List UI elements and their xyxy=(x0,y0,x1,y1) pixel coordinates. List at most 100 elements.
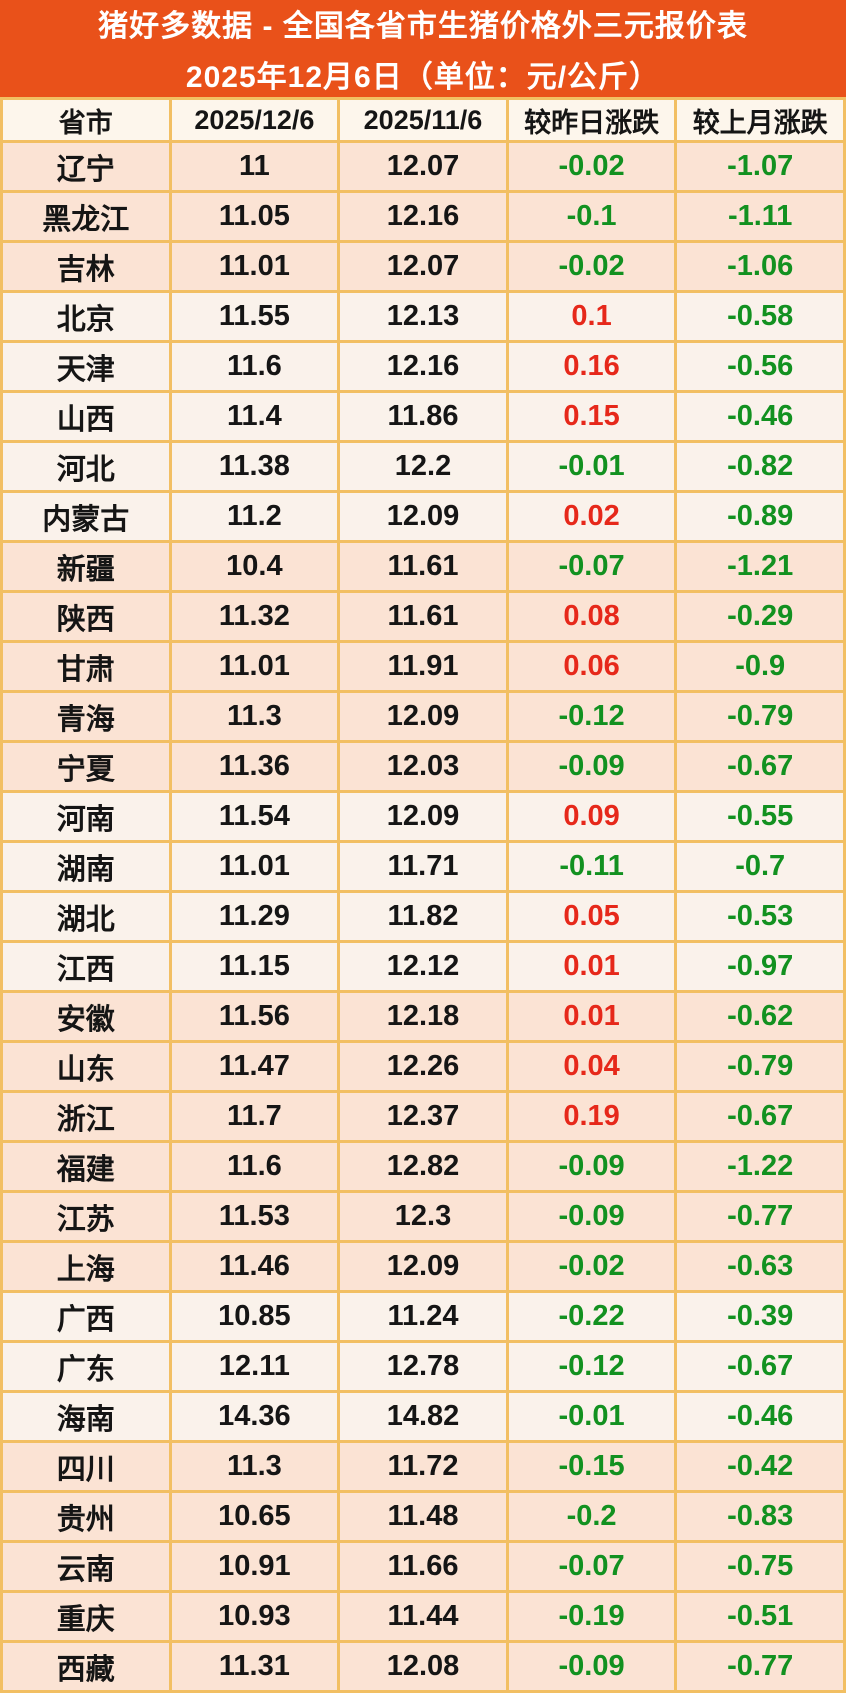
day-change-cell: 0.19 xyxy=(505,1090,678,1143)
table-row: 河南 11.54 12.09 0.09 -0.55 xyxy=(0,790,846,843)
price-dec6-cell: 11.56 xyxy=(168,990,341,1043)
table-row: 青海 11.3 12.09 -0.12 -0.79 xyxy=(0,690,846,743)
month-change-cell: -0.46 xyxy=(674,390,846,443)
day-change-cell: -0.09 xyxy=(505,1640,678,1693)
report-subtitle: 2025年12月6日（单位：元/公斤） xyxy=(185,61,661,94)
price-nov6-cell: 12.03 xyxy=(337,740,509,793)
col-header-day-change: 较昨日涨跌 xyxy=(505,97,678,143)
price-dec6-cell: 11.29 xyxy=(168,890,341,943)
table-row: 宁夏 11.36 12.03 -0.09 -0.67 xyxy=(0,740,846,793)
month-change-cell: -0.77 xyxy=(674,1190,846,1243)
month-change-cell: -0.89 xyxy=(674,490,846,543)
table-row: 新疆 10.4 11.61 -0.07 -1.21 xyxy=(0,540,846,593)
province-cell: 河北 xyxy=(0,440,172,493)
province-cell: 内蒙古 xyxy=(0,490,172,543)
col-header-month-change: 较上月涨跌 xyxy=(674,97,846,143)
table-row: 广西 10.85 11.24 -0.22 -0.39 xyxy=(0,1290,846,1343)
col-header-province: 省市 xyxy=(0,97,172,143)
table-row: 江苏 11.53 12.3 -0.09 -0.77 xyxy=(0,1190,846,1243)
province-cell: 陕西 xyxy=(0,590,172,643)
province-cell: 上海 xyxy=(0,1240,172,1293)
col-header-price-nov6: 2025/11/6 xyxy=(337,97,509,143)
month-change-cell: -0.42 xyxy=(674,1440,846,1493)
price-nov6-cell: 12.2 xyxy=(337,440,509,493)
table-row: 重庆 10.93 11.44 -0.19 -0.51 xyxy=(0,1590,846,1643)
province-cell: 江西 xyxy=(0,940,172,993)
province-cell: 重庆 xyxy=(0,1590,172,1643)
province-cell: 贵州 xyxy=(0,1490,172,1543)
price-nov6-cell: 11.61 xyxy=(337,590,509,643)
day-change-cell: 0.08 xyxy=(505,590,678,643)
day-change-cell: -0.02 xyxy=(505,1240,678,1293)
province-cell: 江苏 xyxy=(0,1190,172,1243)
province-cell: 天津 xyxy=(0,340,172,393)
table-row: 广东 12.11 12.78 -0.12 -0.67 xyxy=(0,1340,846,1393)
table-row: 陕西 11.32 11.61 0.08 -0.29 xyxy=(0,590,846,643)
month-change-cell: -0.79 xyxy=(674,690,846,743)
price-dec6-cell: 11.55 xyxy=(168,290,341,343)
month-change-cell: -1.06 xyxy=(674,240,846,293)
price-nov6-cell: 11.91 xyxy=(337,640,509,693)
day-change-cell: -0.07 xyxy=(505,1540,678,1593)
province-cell: 辽宁 xyxy=(0,140,172,193)
table-header-row: 省市 2025/12/6 2025/11/6 较昨日涨跌 较上月涨跌 xyxy=(0,97,846,143)
province-cell: 黑龙江 xyxy=(0,190,172,243)
month-change-cell: -0.58 xyxy=(674,290,846,343)
month-change-cell: -0.51 xyxy=(674,1590,846,1643)
table-row: 西藏 11.31 12.08 -0.09 -0.77 xyxy=(0,1640,846,1693)
price-dec6-cell: 11.6 xyxy=(168,1140,341,1193)
month-change-cell: -0.62 xyxy=(674,990,846,1043)
price-nov6-cell: 11.48 xyxy=(337,1490,509,1543)
province-cell: 广西 xyxy=(0,1290,172,1343)
price-dec6-cell: 11.3 xyxy=(168,1440,341,1493)
day-change-cell: 0.01 xyxy=(505,940,678,993)
month-change-cell: -0.77 xyxy=(674,1640,846,1693)
table-row: 上海 11.46 12.09 -0.02 -0.63 xyxy=(0,1240,846,1293)
day-change-cell: -0.11 xyxy=(505,840,678,893)
price-nov6-cell: 14.82 xyxy=(337,1390,509,1443)
price-dec6-cell: 10.65 xyxy=(168,1490,341,1543)
price-dec6-cell: 11.6 xyxy=(168,340,341,393)
province-cell: 新疆 xyxy=(0,540,172,593)
price-dec6-cell: 11.01 xyxy=(168,640,341,693)
price-nov6-cell: 11.24 xyxy=(337,1290,509,1343)
month-change-cell: -0.83 xyxy=(674,1490,846,1543)
day-change-cell: 0.1 xyxy=(505,290,678,343)
table-row: 山西 11.4 11.86 0.15 -0.46 xyxy=(0,390,846,443)
month-change-cell: -0.55 xyxy=(674,790,846,843)
month-change-cell: -0.56 xyxy=(674,340,846,393)
province-cell: 湖北 xyxy=(0,890,172,943)
month-change-cell: -0.53 xyxy=(674,890,846,943)
table-row: 浙江 11.7 12.37 0.19 -0.67 xyxy=(0,1090,846,1143)
price-nov6-cell: 12.16 xyxy=(337,190,509,243)
table-head: 省市 2025/12/6 2025/11/6 较昨日涨跌 较上月涨跌 xyxy=(0,97,846,143)
price-nov6-cell: 12.82 xyxy=(337,1140,509,1193)
day-change-cell: -0.02 xyxy=(505,240,678,293)
price-dec6-cell: 10.85 xyxy=(168,1290,341,1343)
price-table: 省市 2025/12/6 2025/11/6 较昨日涨跌 较上月涨跌 辽宁 11 1… xyxy=(0,97,846,1693)
price-dec6-cell: 10.4 xyxy=(168,540,341,593)
table-row: 贵州 10.65 11.48 -0.2 -0.83 xyxy=(0,1490,846,1543)
price-nov6-cell: 12.26 xyxy=(337,1040,509,1093)
table-row: 海南 14.36 14.82 -0.01 -0.46 xyxy=(0,1390,846,1443)
price-dec6-cell: 11.47 xyxy=(168,1040,341,1093)
day-change-cell: -0.2 xyxy=(505,1490,678,1543)
month-change-cell: -0.67 xyxy=(674,1340,846,1393)
day-change-cell: -0.07 xyxy=(505,540,678,593)
price-nov6-cell: 12.07 xyxy=(337,240,509,293)
price-dec6-cell: 10.91 xyxy=(168,1540,341,1593)
day-change-cell: -0.01 xyxy=(505,440,678,493)
month-change-cell: -0.79 xyxy=(674,1040,846,1093)
table-row: 福建 11.6 12.82 -0.09 -1.22 xyxy=(0,1140,846,1193)
price-nov6-cell: 12.12 xyxy=(337,940,509,993)
table-row: 四川 11.3 11.72 -0.15 -0.42 xyxy=(0,1440,846,1493)
report-header: 猪好多数据 - 全国各省市生猪价格外三元报价表 2025年12月6日（单位：元/… xyxy=(0,0,846,97)
price-nov6-cell: 12.18 xyxy=(337,990,509,1043)
day-change-cell: -0.02 xyxy=(505,140,678,193)
day-change-cell: -0.09 xyxy=(505,1190,678,1243)
price-dec6-cell: 11.46 xyxy=(168,1240,341,1293)
price-dec6-cell: 11.01 xyxy=(168,840,341,893)
day-change-cell: 0.02 xyxy=(505,490,678,543)
month-change-cell: -0.67 xyxy=(674,740,846,793)
table-row: 黑龙江 11.05 12.16 -0.1 -1.11 xyxy=(0,190,846,243)
